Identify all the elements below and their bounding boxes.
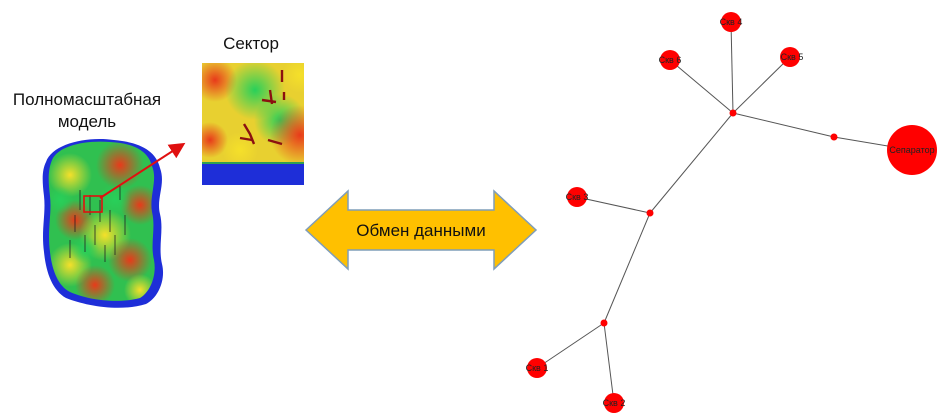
edge-hub-skv5 bbox=[732, 56, 791, 114]
junction-node-middle bbox=[646, 209, 654, 217]
well-node-skv1 bbox=[527, 358, 547, 378]
well-node-skv6 bbox=[660, 50, 680, 70]
edge-lower-skv1 bbox=[536, 322, 605, 369]
edge-mid-lower bbox=[603, 212, 651, 324]
separator-node bbox=[887, 125, 937, 175]
edge-mid-skv3 bbox=[576, 196, 651, 214]
label-skv6: Скв 6 bbox=[659, 55, 682, 65]
well-node-skv3 bbox=[567, 187, 587, 207]
full-scale-model-label: Полномасштабная модель bbox=[12, 90, 162, 131]
data-exchange-arrow: Обмен данными bbox=[304, 189, 538, 271]
edge-lower-skv2 bbox=[603, 322, 615, 404]
label-skv4: Скв 4 bbox=[720, 17, 743, 27]
full-scale-model-map bbox=[42, 138, 164, 308]
sector-pointer-arrow bbox=[99, 142, 186, 199]
label-separator: Сепаратор bbox=[889, 145, 934, 155]
data-exchange-label: Обмен данными bbox=[356, 221, 485, 240]
edge-hub-skv6 bbox=[669, 59, 734, 114]
edge-hub-junction bbox=[732, 112, 835, 138]
network-edges bbox=[536, 21, 913, 404]
well-node-skv4 bbox=[721, 12, 741, 32]
sector-zoom-view bbox=[202, 63, 304, 185]
junction-node-upper bbox=[729, 109, 737, 117]
label-skv3: Скв 3 bbox=[566, 192, 589, 202]
label-skv2: Скв 2 bbox=[603, 398, 626, 408]
network-labels: Скв 4 Скв 6 Скв 5 Скв 3 Скв 1 Скв 2 Сепа… bbox=[526, 17, 935, 408]
sector-label: Сектор bbox=[223, 34, 279, 53]
junction-node-lower bbox=[600, 319, 608, 327]
network-nodes bbox=[527, 12, 937, 413]
label-skv5: Скв 5 bbox=[781, 52, 804, 62]
sector-selection-box bbox=[83, 195, 103, 213]
edge-hub-skv4 bbox=[730, 21, 734, 114]
label-skv1: Скв 1 bbox=[526, 363, 549, 373]
well-node-skv5 bbox=[780, 47, 800, 67]
edge-hub-mid bbox=[649, 112, 734, 214]
well-node-skv2 bbox=[604, 393, 624, 413]
junction-node-right bbox=[830, 133, 838, 141]
